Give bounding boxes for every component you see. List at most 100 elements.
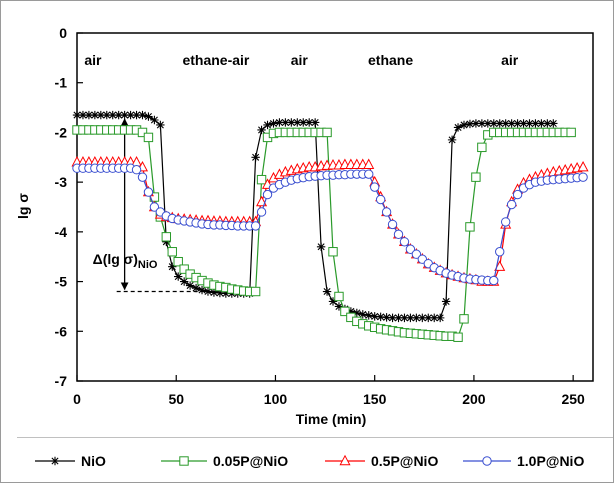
data-point-nio <box>215 288 225 298</box>
data-point-0-05p-nio <box>477 142 487 153</box>
data-point-0-05p-nio <box>459 314 469 324</box>
data-point-1-0p-nio <box>387 219 398 230</box>
data-point-nio <box>406 313 415 323</box>
data-point-nio <box>114 110 123 120</box>
x-tick-label: 200 <box>462 391 486 407</box>
data-point-nio <box>334 302 344 311</box>
data-point-0-05p-nio <box>137 127 148 138</box>
data-point-nio <box>257 125 266 135</box>
data-point-nio <box>441 297 451 306</box>
data-point-nio <box>435 313 445 323</box>
data-point-1-0p-nio <box>500 217 511 227</box>
data-point-nio <box>495 119 504 128</box>
data-point-0-05p-nio <box>340 306 350 317</box>
data-point-1-0p-nio <box>256 207 267 217</box>
data-point-nio <box>310 118 320 127</box>
data-point-nio <box>316 242 326 251</box>
legend-item-1-0p-nio: 1.0P@NiO <box>463 453 584 469</box>
legend-item-nio: NiO <box>35 453 106 469</box>
data-point-nio <box>358 310 367 319</box>
y-axis-label: lg σ <box>15 193 31 219</box>
legend-marker-0-05p-nio <box>179 456 189 466</box>
data-point-nio <box>382 313 391 322</box>
data-point-0-05p-nio <box>161 232 172 242</box>
data-point-0-05p-nio <box>173 256 183 267</box>
data-point-nio <box>156 120 165 130</box>
data-point-nio <box>352 308 362 318</box>
data-point-nio <box>513 119 522 128</box>
y-tick-label: -7 <box>55 373 68 389</box>
data-point-nio <box>305 118 314 127</box>
legend-marker-0-5p-nio <box>339 454 351 466</box>
data-point-0-05p-nio <box>465 222 475 232</box>
data-point-nio <box>328 297 338 306</box>
data-point-nio <box>531 119 540 128</box>
legend-marker-1-0p-nio <box>482 456 492 466</box>
data-point-nio <box>144 112 153 121</box>
phase-label: ethane-air <box>182 52 249 68</box>
y-tick-label: -4 <box>55 224 68 240</box>
data-point-nio <box>90 110 100 120</box>
x-tick-label: 150 <box>363 391 387 407</box>
data-point-nio <box>150 115 159 125</box>
data-point-nio <box>549 119 558 128</box>
x-tick-label: 0 <box>73 391 81 407</box>
data-point-1-0p-nio <box>143 187 154 197</box>
data-point-nio <box>281 118 290 127</box>
data-point-nio <box>102 110 111 120</box>
x-tick-label: 50 <box>168 391 184 407</box>
data-point-0-05p-nio <box>250 286 261 297</box>
data-point-nio <box>418 313 427 323</box>
data-point-1-0p-nio <box>411 249 422 259</box>
data-point-nio <box>120 110 129 120</box>
series-nio <box>72 110 558 323</box>
legend-item-0-5p-nio: 0.5P@NiO <box>325 453 438 469</box>
data-point-0-05p-nio <box>453 332 463 342</box>
data-point-nio <box>465 119 475 129</box>
data-point-0-05p-nio <box>179 264 189 274</box>
data-point-nio <box>430 313 439 323</box>
phase-label: ethane <box>368 52 413 68</box>
data-point-nio <box>483 119 493 128</box>
data-point-nio <box>293 118 302 127</box>
data-point-nio <box>447 135 457 145</box>
phase-label: air <box>501 52 519 68</box>
data-point-nio <box>543 119 552 128</box>
data-point-nio <box>269 119 278 128</box>
data-point-1-0p-nio <box>405 244 416 254</box>
data-point-nio <box>203 287 213 296</box>
data-point-1-0p-nio <box>137 172 148 182</box>
data-point-nio <box>519 119 528 128</box>
legend: NiO 0.05P@NiO 0.5P@NiO 1.0P@NiO <box>35 453 584 469</box>
data-point-nio <box>168 262 177 271</box>
legend-label: 0.05P@NiO <box>213 453 288 469</box>
legend-box <box>17 437 613 483</box>
data-point-nio <box>126 110 135 120</box>
data-point-nio <box>394 313 403 323</box>
legend-label: 1.0P@NiO <box>517 453 584 469</box>
data-point-nio <box>412 313 421 323</box>
data-point-nio <box>400 313 409 323</box>
delta-label: Δ(lg σ)NiO <box>93 251 158 271</box>
data-point-nio <box>221 289 231 298</box>
data-point-1-0p-nio <box>393 229 404 240</box>
data-point-1-0p-nio <box>250 221 261 231</box>
data-point-nio <box>251 153 260 162</box>
data-point-nio <box>507 119 516 128</box>
data-point-nio <box>471 119 481 128</box>
data-point-0-05p-nio <box>566 127 576 138</box>
data-point-nio <box>263 120 272 130</box>
data-point-nio <box>174 272 183 281</box>
data-point-1-0p-nio <box>364 169 374 179</box>
legend-marker-nio <box>50 456 60 466</box>
data-point-nio <box>287 118 296 127</box>
y-tick-label: -2 <box>55 124 68 140</box>
data-point-nio <box>322 287 332 296</box>
data-point-nio <box>84 110 94 120</box>
data-point-nio <box>209 288 219 297</box>
data-point-0-5p-nio <box>577 160 589 172</box>
y-tick-label: 0 <box>59 25 67 41</box>
data-point-0-05p-nio <box>328 247 338 257</box>
